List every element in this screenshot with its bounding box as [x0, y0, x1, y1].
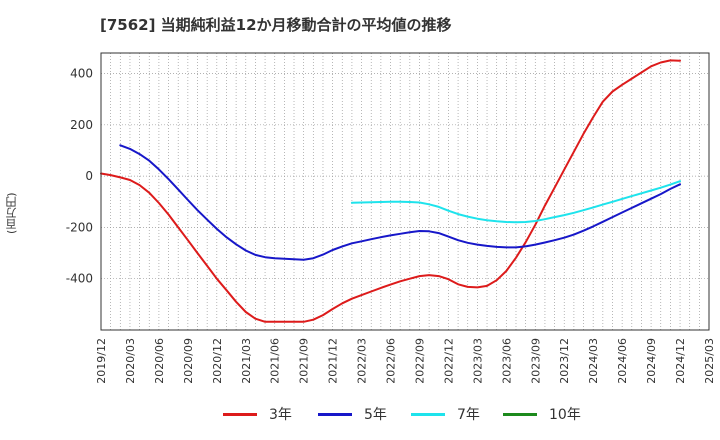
- legend-swatch: [503, 412, 537, 416]
- x-tick-label: 2021/03: [240, 338, 253, 384]
- x-tick-label: 2021/09: [298, 338, 311, 384]
- x-tick-label: 2023/06: [500, 338, 513, 384]
- x-tick-label: 2023/09: [529, 338, 542, 384]
- x-tick-label: 2022/09: [413, 338, 426, 384]
- x-tick-label: 2024/09: [645, 338, 658, 384]
- legend-label: 3年: [269, 407, 292, 423]
- y-tick-labels: 400 200 0 -200 -400: [66, 67, 93, 286]
- series-line-3年: [100, 59, 681, 323]
- x-tick-label: 2020/12: [211, 338, 224, 384]
- legend-label: 7年: [457, 407, 480, 423]
- legend-swatch: [318, 412, 352, 416]
- legend-label: 5年: [364, 407, 387, 423]
- x-tick-label: 2021/06: [269, 338, 282, 384]
- legend-item: 5年: [318, 404, 387, 424]
- x-tick-label: 2020/09: [182, 338, 195, 384]
- x-tick-label: 2025/03: [703, 338, 716, 384]
- legend-swatch: [411, 412, 445, 416]
- x-tick-label: 2024/03: [587, 338, 600, 384]
- x-tick-label: 2024/12: [674, 338, 687, 384]
- legend: 3年 5年 7年 10年: [0, 404, 720, 426]
- plot-frame: [100, 52, 710, 331]
- series-lines: [100, 59, 681, 323]
- legend-item: 10年: [503, 404, 581, 424]
- y-tick-label: 200: [70, 118, 93, 132]
- x-tick-label: 2023/12: [558, 338, 571, 384]
- x-tick-label: 2019/12: [95, 338, 108, 384]
- x-tick-label: 2022/03: [356, 338, 369, 384]
- grid: [101, 53, 709, 330]
- series-line-7年: [350, 180, 681, 224]
- y-tick-label: -400: [66, 272, 93, 286]
- y-tick-label: 400: [70, 67, 93, 81]
- legend-item: 3年: [223, 404, 292, 424]
- legend-item: 7年: [411, 404, 480, 424]
- x-tick-label: 2024/06: [616, 338, 629, 384]
- x-tick-label: 2022/12: [442, 338, 455, 384]
- legend-swatch: [223, 412, 257, 416]
- x-tick-label: 2020/03: [124, 338, 137, 384]
- x-tick-label: 2021/12: [327, 338, 340, 384]
- legend-label: 10年: [549, 407, 581, 423]
- series-line-5年: [119, 144, 681, 261]
- chart-title: [7562] 当期純利益12か月移動合計の平均値の推移: [100, 16, 452, 34]
- x-tick-label: 2020/06: [153, 338, 166, 384]
- x-tick-label: 2022/06: [385, 338, 398, 384]
- x-tick-label: 2023/03: [471, 338, 484, 384]
- y-tick-label: 0: [85, 169, 93, 183]
- x-tick-labels: 2019/12 2020/03 2020/06 2020/09 2020/12 2021/…: [95, 338, 716, 384]
- y-tick-label: -200: [66, 220, 93, 234]
